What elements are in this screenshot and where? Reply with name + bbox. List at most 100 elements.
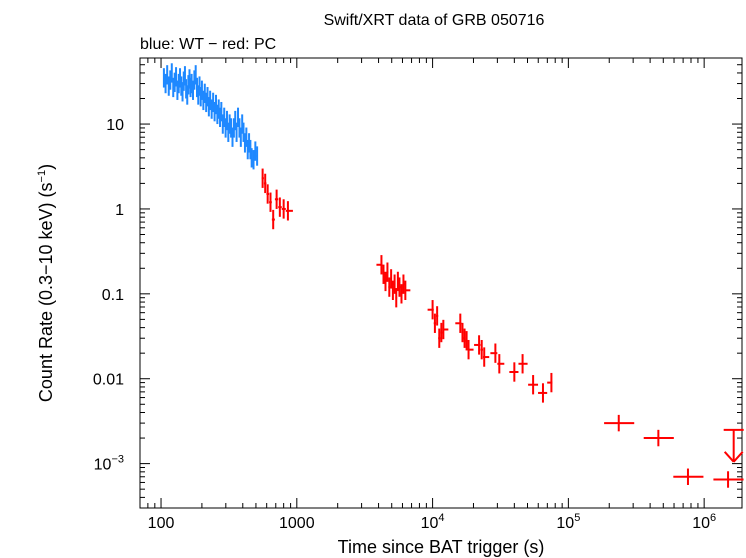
data-point (467, 339, 474, 360)
data-point (547, 372, 553, 393)
data-point (433, 313, 437, 333)
x-axis-label: Time since BAT trigger (s) (338, 537, 545, 557)
data-point (252, 150, 255, 170)
data-point (164, 73, 167, 94)
data-point (402, 274, 405, 294)
x-tick-exponent: 5 (574, 512, 580, 524)
data-point (463, 328, 466, 348)
x-tick-base: 10 (692, 515, 710, 532)
data-point (215, 94, 218, 115)
data-point (225, 110, 228, 131)
x-tick-label: 105 (556, 512, 580, 532)
y-tick-base: 10 (94, 457, 112, 474)
y-axis-label-main: Count Rate (0.3−10 keV) (s (36, 182, 56, 402)
data-point (250, 148, 253, 168)
data-point (442, 319, 449, 340)
data-point (474, 335, 481, 355)
upper-limit-arrow (723, 428, 744, 463)
data-point (404, 280, 411, 300)
data-point (400, 284, 403, 304)
data-point (482, 347, 490, 367)
data-point (376, 255, 383, 275)
x-tick-base: 10 (421, 515, 439, 532)
data-point (438, 328, 441, 348)
data-point (237, 107, 240, 128)
y-axis-label: Count Rate (0.3−10 keV) (s−1) (36, 164, 56, 402)
data-point (235, 122, 238, 142)
data-point (274, 189, 279, 209)
data-point (183, 66, 186, 86)
data-point (200, 80, 203, 100)
data-point (170, 63, 173, 83)
data-point (281, 199, 286, 219)
data-point (528, 375, 539, 395)
y-tick-label: 1 (115, 202, 124, 219)
data-point (285, 201, 293, 221)
data-point (382, 264, 385, 284)
chart-title: Swift/XRT data of GRB 050716 (324, 12, 545, 29)
data-point (206, 87, 209, 107)
data-point (673, 468, 704, 485)
data-point (220, 101, 223, 122)
x-tick-label: 100 (148, 515, 175, 532)
data-point (266, 184, 270, 204)
data-point (436, 306, 439, 326)
data-point (254, 141, 257, 161)
data-point (391, 280, 394, 300)
y-tick-exponent: −3 (111, 454, 124, 466)
upper-limit-head-left (723, 451, 735, 463)
data-point (186, 85, 189, 105)
data-point (166, 65, 169, 85)
data-point (480, 339, 483, 360)
data-point (194, 65, 197, 85)
data-point (263, 173, 267, 194)
data-point (490, 343, 498, 363)
data-point (162, 68, 165, 88)
data-point (239, 127, 242, 147)
data-point (713, 471, 744, 488)
upper-limit-head-right (732, 451, 744, 463)
data-point (223, 107, 226, 128)
chart-subtitle: blue: WT − red: PC (140, 36, 276, 53)
data-point (271, 209, 275, 230)
data-point (455, 313, 462, 333)
x-tick-exponent: 6 (710, 512, 716, 524)
data-point (538, 383, 548, 403)
y-axis-label-tail: ) (36, 164, 56, 170)
y-tick-label: 10 (106, 117, 124, 134)
y-tick-label: 10−3 (94, 454, 124, 474)
x-tick-label: 104 (421, 512, 445, 532)
data-point (461, 322, 464, 343)
data-point (278, 197, 282, 217)
x-tick-label: 106 (692, 512, 716, 532)
data-point (192, 80, 195, 100)
data-series (162, 63, 744, 488)
data-point (388, 277, 391, 297)
data-point (509, 362, 519, 382)
data-point (643, 429, 674, 447)
data-point (256, 146, 259, 166)
data-point (198, 76, 201, 96)
data-point (384, 271, 387, 292)
data-point (393, 274, 396, 294)
x-tick-label: 1000 (279, 515, 315, 532)
plot-frame (139, 57, 743, 509)
data-point (440, 322, 443, 343)
data-point (245, 127, 248, 147)
y-tick-label: 0.1 (102, 287, 124, 304)
data-point (261, 168, 264, 188)
data-point (386, 262, 389, 282)
data-point (242, 122, 245, 142)
data-point (396, 271, 399, 292)
x-tick-exponent: 4 (438, 512, 444, 524)
data-point (604, 414, 635, 432)
data-point (465, 331, 468, 351)
data-point (234, 110, 237, 131)
y-tick-label: 0.01 (93, 372, 124, 389)
data-point (269, 192, 272, 212)
x-tick-base: 10 (556, 515, 574, 532)
data-point (167, 76, 170, 96)
data-point (395, 288, 398, 308)
